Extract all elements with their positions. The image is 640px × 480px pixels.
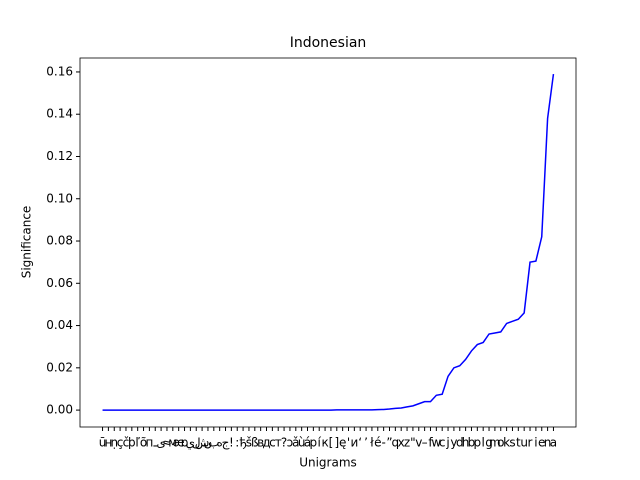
x-tick-label: ǎ <box>292 436 299 450</box>
x-tick-label: с <box>269 436 276 450</box>
x-tick-label: s <box>509 436 515 450</box>
y-tick-label: 0.06 <box>46 276 73 290</box>
x-tick-label: e <box>538 436 545 450</box>
x-tick-label: ‘ <box>358 436 362 450</box>
x-tick-label: q <box>392 436 400 450</box>
x-tick-label: j <box>445 436 449 450</box>
x-tick-label: т <box>275 436 282 450</box>
x-tick-label: : <box>235 436 239 450</box>
x-tick-label: g <box>485 436 493 450</box>
y-tick-label: 0.08 <box>46 234 73 248</box>
x-tick-label: c <box>439 436 446 450</box>
x-tick-label: ≈ <box>162 436 172 450</box>
x-tick-label: ɒ <box>181 436 189 450</box>
x-tick-label: р <box>310 436 318 450</box>
x-tick-label: t <box>516 436 521 450</box>
x-tick-label: ľ <box>135 436 140 450</box>
x-tick-label: ي <box>186 436 195 450</box>
x-tick-label: ! <box>229 436 234 450</box>
x-tick-label: ç <box>117 436 124 450</box>
x-tick-label: ß <box>251 436 259 450</box>
x-tick-label: ل <box>192 436 201 450</box>
x-tick-label: æ <box>173 436 185 450</box>
x-axis-label: Unigrams <box>299 456 357 470</box>
x-tick-label: p <box>474 436 482 450</box>
x-tick-label: д <box>262 436 270 450</box>
y-tick-label: 0.02 <box>46 360 73 374</box>
x-tick-label: ـ <box>152 436 157 450</box>
x-tick-label: ’ <box>364 436 368 450</box>
plot-frame <box>79 57 577 428</box>
x-tick-label: ṇ <box>110 436 118 450</box>
x-tick-label: š <box>246 436 252 450</box>
x-tick-label: ” <box>386 436 392 450</box>
x-tick-label: ن <box>204 436 213 450</box>
x-tick-label: – <box>422 436 428 450</box>
x-tick-label: w <box>431 436 441 450</box>
x-tick-label: ه <box>217 436 223 450</box>
x-tick-label: a <box>550 436 557 450</box>
x-tick-label: ? <box>281 436 287 450</box>
x-tick-label: в <box>257 436 264 450</box>
x-tick-label: н <box>104 436 112 450</box>
x-tick-label: d <box>456 436 464 450</box>
x-tick-label: ł <box>370 436 374 450</box>
x-tick-label: þ <box>128 436 136 450</box>
y-tick-label: 0.12 <box>46 149 73 163</box>
x-tick-label: í <box>318 436 322 450</box>
x-tick-label: - <box>381 436 385 450</box>
x-tick-label: ج <box>222 436 230 450</box>
x-tick-label: v <box>415 436 422 450</box>
x-tick-label: á <box>304 436 311 450</box>
x-tick-label: ش <box>195 436 210 451</box>
x-tick-label: y <box>450 436 457 450</box>
x-tick-label: ] <box>334 436 339 450</box>
x-tick-label: k <box>503 436 510 450</box>
x-tick-label: ی <box>156 436 165 450</box>
x-tick-label: ù <box>298 436 306 450</box>
x-tick-label: r <box>528 436 533 450</box>
x-tick-label: x <box>398 436 405 450</box>
y-tick-label: 0.16 <box>46 64 73 78</box>
x-tick-label: b <box>468 436 476 450</box>
x-tick-label: u <box>520 436 528 450</box>
x-tick-label: o <box>497 436 504 450</box>
chart-title: Indonesian <box>290 35 367 51</box>
x-tick-label: f <box>428 436 433 450</box>
x-tick-label: n <box>544 436 552 450</box>
y-tick-label: 0.04 <box>46 318 73 332</box>
x-tick-label: m <box>489 436 501 450</box>
data-line <box>102 73 555 411</box>
x-tick-label: h <box>462 436 470 450</box>
x-tick-label: i <box>534 436 537 450</box>
x-tick-label: ū <box>99 436 107 450</box>
x-tick-label: ɔ <box>287 436 294 450</box>
x-tick-label: ' <box>347 436 350 450</box>
y-axis-label: Significance <box>20 206 34 279</box>
x-tick-label: õ <box>140 436 147 450</box>
x-tick-label: ب <box>208 436 219 450</box>
y-tick-label: 0.00 <box>46 403 73 417</box>
x-tick-label: п <box>145 436 153 450</box>
x-tick-label: ę <box>339 436 346 450</box>
x-tick-label: é <box>374 436 381 450</box>
x-tick-label: м <box>168 436 177 450</box>
x-tick-label: z <box>404 436 410 450</box>
x-tick-label: " <box>410 436 416 450</box>
x-tick-label: и <box>350 436 358 450</box>
x-tick-label: l <box>482 436 485 450</box>
y-tick-label: 0.10 <box>46 191 73 205</box>
x-tick-label: ђ <box>239 436 247 450</box>
x-tick-label: к <box>321 436 328 450</box>
x-tick-label: č <box>123 436 130 450</box>
y-tick-label: 0.14 <box>46 107 73 121</box>
x-tick-label: [ <box>329 436 334 450</box>
